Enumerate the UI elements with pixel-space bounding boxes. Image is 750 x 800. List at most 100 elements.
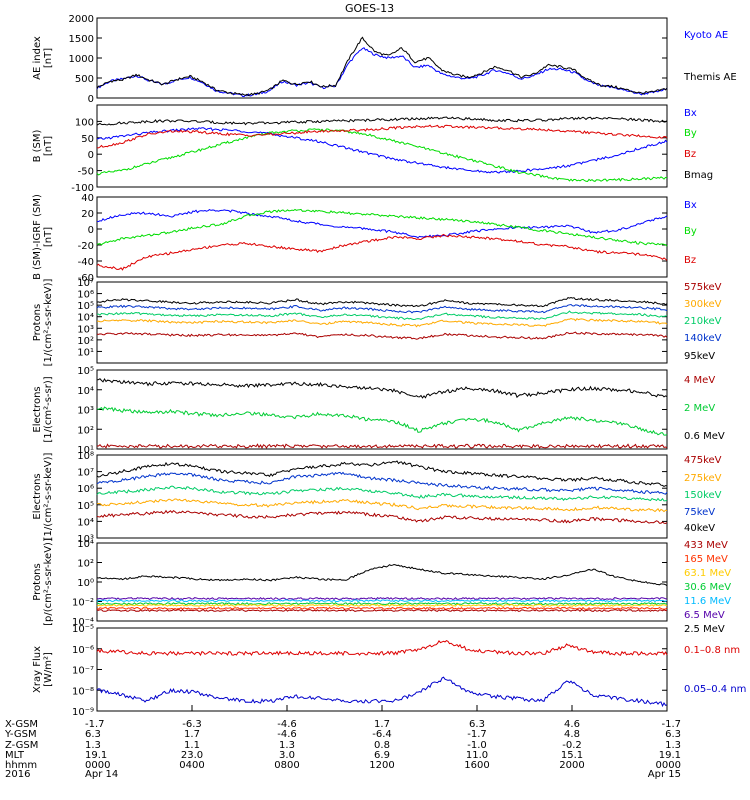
panel-2-series-bx — [96, 127, 668, 174]
x-table-cell: -1.7 — [661, 719, 681, 730]
panel-6-frame — [96, 454, 668, 539]
x-table-cell: -0.2 — [562, 740, 582, 751]
panel-6-series-75kev — [96, 471, 668, 495]
panel-3-legend-by: By — [684, 226, 697, 237]
panel-1-series-kyoto-ae — [96, 47, 668, 98]
panel-7-legend-6-5-mev: 6.5 MeV — [684, 610, 725, 621]
panel-1-ylabel-line: AE index — [32, 36, 43, 80]
panel-3-series-bz — [96, 233, 668, 271]
panel-8-ytick-label: 10⁻⁵ — [72, 624, 94, 635]
x-table-cell: 6.9 — [374, 750, 390, 761]
x-table-cell: 6.3 — [85, 729, 101, 740]
panel-2-ytick-label: -50 — [78, 167, 94, 178]
panel-8-series-0-05-0-4-nm — [96, 676, 668, 708]
panel-3-ytick-label: -60 — [78, 273, 94, 284]
panel-6-ylabel: Electrons [1/(cm²-s-sr-keV)] — [32, 453, 54, 541]
panel-4-ytick-label: 10⁶ — [77, 290, 94, 301]
x-table-cell: 1.7 — [374, 719, 390, 730]
panel-1-series-themis-ae — [96, 36, 668, 97]
panel-2-frame — [96, 104, 668, 188]
panel-7-ylabel-line: [p/(cm²-s-sr-keV)] — [43, 538, 54, 626]
x-table-row-label-y-gsm: Y-GSM — [4, 729, 37, 740]
panel-4-legend-575kev: 575keV — [684, 282, 722, 293]
panel-2-ylabel-line: B (SM) — [32, 129, 43, 162]
panel-4-ytick-label: 10³ — [77, 324, 94, 335]
panel-1-ytick-label: 2000 — [69, 14, 94, 25]
panel-2-ytick-label: 100 — [75, 117, 94, 128]
panel-5-ytick-label: 10³ — [77, 406, 94, 417]
panel-6-ytick-label: 10³ — [77, 534, 94, 545]
panel-2-ylabel-line: [nT] — [43, 136, 54, 156]
panel-7-series-63-1-mev — [96, 603, 668, 607]
x-table-cell: 6.3 — [469, 719, 485, 730]
panel-8-legend-0-1-0-8-nm: 0.1–0.8 nm — [684, 645, 740, 656]
panel-2-series-by — [96, 128, 668, 183]
x-table-row-label-2016: 2016 — [5, 769, 30, 780]
panel-8-ytick-label: 10⁻⁸ — [72, 686, 94, 697]
panel-5-ylabel: Electrons [1/(cm²-s-sr)] — [32, 376, 54, 442]
x-table-cell: -4.6 — [277, 719, 297, 730]
panel-4-ytick-label: 10² — [77, 336, 94, 347]
panel-4-legend-300kev: 300keV — [684, 299, 722, 310]
panel-7-series-6-5-mev — [96, 597, 668, 601]
x-table-cell: 2000 — [559, 760, 584, 771]
panel-7-legend-433-mev: 433 MeV — [684, 540, 728, 551]
panel-6-ylabel-line: [1/(cm²-s-sr-keV)] — [43, 453, 54, 541]
panel-4-ytick-label: 10¹ — [77, 347, 94, 358]
x-table-cell: -6.4 — [372, 729, 392, 740]
panel-8-series-0-1-0-8-nm — [96, 639, 668, 657]
x-table-cell: Apr 15 — [648, 769, 681, 780]
panel-4-ytick-label: 10⁷ — [77, 278, 94, 289]
panel-5-ylabel-line: [1/(cm²-s-sr)] — [43, 376, 54, 442]
x-table-cell: 1.7 — [184, 729, 200, 740]
panel-2-ytick-label: -100 — [71, 183, 94, 194]
x-table-cell: 0.8 — [374, 740, 390, 751]
panel-1-ylabel: AE index [nT] — [32, 36, 54, 80]
x-table-cell: 11.0 — [466, 750, 488, 761]
x-table-cell: 0000 — [85, 760, 110, 771]
panel-8-ylabel: Xray Flux [W/m²] — [32, 646, 54, 693]
panel-1-legend-themis-ae: Themis AE — [683, 72, 737, 83]
panel-7-series-30-6-mev — [96, 602, 668, 606]
panel-7-ylabel: Protons [p/(cm²-s-sr-keV)] — [32, 538, 54, 626]
panel-1-legend-kyoto-ae: Kyoto AE — [684, 30, 728, 41]
panel-2-series-bmag — [96, 116, 668, 126]
panel-7-ytick-label: 10⁻² — [72, 598, 94, 609]
panel-3-series-by — [96, 208, 668, 247]
panel-7-ylabel-line: Protons — [32, 563, 43, 600]
panel-6-series-475kev — [96, 509, 668, 525]
panel-7-ytick-label: 10⁻⁴ — [72, 617, 94, 628]
panel-5-frame — [96, 369, 668, 450]
panel-5-legend-2-mev: 2 MeV — [684, 403, 715, 414]
panel-3-frame — [96, 196, 668, 278]
panel-3-legend-bz: Bz — [684, 255, 696, 266]
panel-6-ylabel-line: Electrons — [32, 473, 43, 519]
panel-4-series-210kev — [97, 310, 668, 321]
x-table-cell: 6.3 — [665, 729, 681, 740]
panel-6-ytick-label: 10⁶ — [77, 484, 94, 495]
panel-7-legend-165-mev: 165 MeV — [684, 554, 728, 565]
x-table-cell: -1.7 — [85, 719, 105, 730]
x-table-cell: 0400 — [179, 760, 204, 771]
x-table-cell: 1.3 — [665, 740, 681, 751]
x-table-row-label-hhmm: hhmm — [5, 760, 37, 771]
panel-8-ylabel-line: [W/m²] — [43, 652, 54, 687]
panel-1-ylabel-line: [nT] — [43, 48, 54, 68]
panel-5-series-0-6-mev — [96, 377, 668, 399]
panel-7-series-11-6-mev — [96, 599, 668, 603]
panel-5-ytick-label: 10⁵ — [77, 366, 94, 377]
panel-4-legend-95kev: 95keV — [684, 351, 715, 362]
panel-6-series-150kev — [96, 485, 668, 502]
panel-1-ytick-label: 500 — [75, 74, 94, 85]
x-table-cell: 4.6 — [564, 719, 580, 730]
x-table-cell: 19.1 — [659, 750, 681, 761]
panel-3-ytick-label: 0 — [88, 225, 94, 236]
x-table-cell: 3.0 — [279, 750, 295, 761]
panel-4-series-140kev — [96, 303, 668, 314]
panel-2-ytick-label: 50 — [81, 134, 94, 145]
panel-3-ytick-label: 20 — [81, 209, 94, 220]
panel-4-ylabel-line: [1/(cm²-s-sr-keV)] — [43, 279, 54, 367]
panel-3-ytick-label: -20 — [78, 241, 94, 252]
panel-5-ytick-label: 10⁴ — [77, 386, 94, 397]
